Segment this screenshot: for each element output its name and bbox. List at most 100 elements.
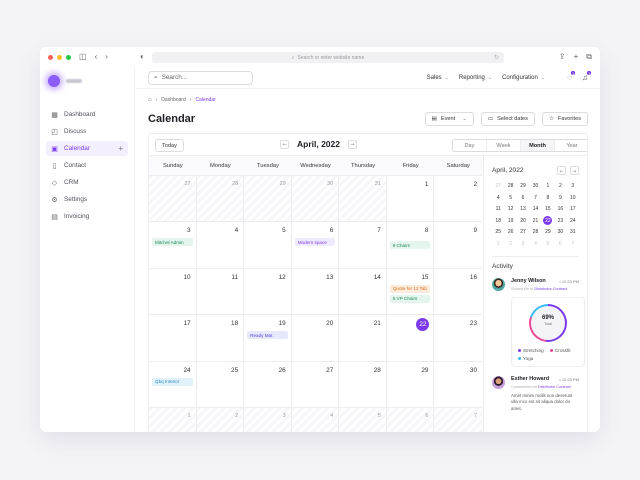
day-cell[interactable]: 18: [196, 315, 245, 362]
mini-day[interactable]: 29: [520, 183, 526, 189]
day-cell[interactable]: 19 Ready Mat: [244, 315, 292, 362]
avatar[interactable]: [492, 277, 505, 291]
day-cell[interactable]: 8 8 Chairs: [386, 222, 435, 269]
maximize-window-button[interactable]: [66, 54, 71, 60]
day-cell[interactable]: 28: [339, 361, 387, 408]
mini-day[interactable]: 11: [495, 206, 501, 213]
sidebar-item-calendar[interactable]: ▣ Calendar +: [46, 141, 128, 156]
mini-day[interactable]: 12: [507, 206, 514, 213]
mini-day[interactable]: 7: [534, 194, 537, 201]
activity-user-name[interactable]: Jenny Wilson: [511, 277, 546, 284]
mini-day[interactable]: 8: [546, 194, 550, 201]
view-day-tab[interactable]: Day: [453, 140, 487, 151]
mini-day[interactable]: 3: [571, 183, 575, 189]
add-calendar-button[interactable]: +: [118, 144, 123, 153]
sidebar-item-crm[interactable]: ◇ CRM: [46, 175, 128, 190]
view-year-tab[interactable]: Year: [566, 142, 578, 149]
mini-day[interactable]: 6: [521, 194, 525, 201]
mini-day[interactable]: 10: [570, 194, 576, 201]
day-cell[interactable]: 2: [196, 407, 245, 432]
day-cell[interactable]: 21: [339, 315, 387, 362]
forward-icon[interactable]: ›: [105, 52, 108, 61]
day-cell[interactable]: 30: [291, 176, 340, 223]
mini-day[interactable]: 21: [532, 217, 539, 224]
mini-day[interactable]: 29: [545, 229, 551, 236]
day-cell[interactable]: 2: [434, 176, 482, 223]
day-cell[interactable]: 6 Modern space: [291, 222, 340, 269]
day-cell[interactable]: 27: [291, 361, 340, 408]
address-bar[interactable]: ⌕ Search or enter website name ↻: [152, 52, 504, 63]
avatar[interactable]: [492, 375, 505, 389]
day-cell[interactable]: 5: [244, 222, 292, 269]
messages-button[interactable]: ◌ 3: [567, 70, 576, 82]
mini-day[interactable]: 18: [495, 217, 501, 224]
sidebar-item-discuss[interactable]: ◰ Discuss: [46, 124, 128, 139]
day-cell[interactable]: 22: [386, 315, 435, 362]
mini-day[interactable]: 27: [520, 229, 526, 236]
mini-day[interactable]: 17: [570, 206, 576, 213]
day-cell[interactable]: 1: [149, 407, 197, 432]
day-cell[interactable]: 27: [149, 176, 197, 223]
event-dropdown[interactable]: ▤ Event ⌄: [424, 112, 474, 126]
day-cell[interactable]: 4: [196, 222, 245, 269]
sidebar-item-dashboard[interactable]: ▦ Dashboard: [46, 107, 128, 122]
sidebar-item-settings[interactable]: ⚙ Settings: [46, 192, 128, 207]
mini-day[interactable]: 31: [570, 229, 576, 236]
sidebar-toggle-icon[interactable]: ◫: [79, 52, 87, 61]
day-cell[interactable]: 30: [434, 362, 482, 408]
mini-day[interactable]: 23: [557, 217, 564, 224]
mini-day[interactable]: 2: [558, 183, 562, 189]
mini-next-button[interactable]: →: [570, 166, 579, 175]
day-cell[interactable]: 9: [434, 222, 482, 269]
menu-configuration[interactable]: Configuration ⌄: [502, 75, 545, 81]
day-cell[interactable]: 20: [291, 315, 340, 362]
mini-prev-button[interactable]: ←: [557, 166, 566, 175]
day-cell[interactable]: 16: [434, 269, 482, 316]
calendar-event[interactable]: Quote for 12 Tab: [389, 284, 431, 293]
mini-day[interactable]: 14: [532, 206, 539, 213]
mini-day[interactable]: 4: [496, 194, 500, 201]
mini-day[interactable]: 30: [532, 183, 539, 189]
day-cell[interactable]: 24 Qbq Interior: [149, 361, 197, 408]
mini-day[interactable]: 1: [496, 240, 500, 247]
day-cell[interactable]: 7: [339, 222, 387, 269]
day-cell[interactable]: 12: [244, 268, 292, 316]
privacy-shield-icon[interactable]: ◐: [140, 52, 145, 61]
day-cell[interactable]: 28: [196, 176, 245, 223]
view-week-tab[interactable]: Week: [487, 140, 521, 151]
calendar-event[interactable]: 8 Chairs: [389, 241, 431, 250]
mini-day[interactable]: 6: [558, 240, 562, 247]
mini-day[interactable]: 3: [521, 240, 525, 247]
day-cell[interactable]: 31: [339, 176, 387, 223]
activity-target-link[interactable]: Distributor Contract: [534, 286, 568, 291]
share-icon[interactable]: ⇪: [558, 52, 566, 61]
day-cell[interactable]: 17: [149, 315, 197, 362]
mini-day[interactable]: 26: [507, 229, 514, 236]
day-cell[interactable]: 14: [339, 268, 387, 316]
mini-day[interactable]: 19: [507, 217, 514, 224]
mini-day[interactable]: 5: [509, 194, 513, 201]
mini-day[interactable]: 20: [520, 217, 526, 224]
home-icon[interactable]: ⌂: [148, 97, 152, 103]
tabs-overview-icon[interactable]: ⧉: [586, 52, 592, 61]
day-cell[interactable]: 13: [291, 268, 340, 316]
mini-selected-day[interactable]: 22: [543, 216, 553, 226]
day-cell[interactable]: 29: [386, 361, 435, 408]
calendar-event[interactable]: 5 VP Chairs: [389, 294, 431, 303]
day-cell[interactable]: 1: [386, 176, 435, 223]
day-cell[interactable]: 15 Quote for 12 Tab 5 VP Chairs: [386, 268, 435, 316]
activity-target-link[interactable]: Distributor Contract: [538, 384, 571, 389]
mini-day[interactable]: 1: [546, 183, 550, 189]
day-cell[interactable]: 25: [196, 361, 245, 408]
close-window-button[interactable]: [48, 54, 53, 60]
day-cell[interactable]: 6: [386, 407, 435, 432]
notifications-button[interactable]: ♫ 3: [582, 70, 592, 82]
mini-day[interactable]: 7: [571, 240, 575, 247]
favorites-button[interactable]: ☆ Favorites: [541, 112, 588, 126]
day-cell[interactable]: 23: [434, 315, 482, 362]
menu-reporting[interactable]: Reporting ⌄: [459, 75, 492, 81]
mini-day[interactable]: 27: [495, 183, 501, 189]
select-dates-button[interactable]: ▭ Select dates: [480, 112, 535, 126]
day-cell[interactable]: 26: [244, 361, 292, 408]
back-icon[interactable]: ‹: [94, 52, 98, 61]
